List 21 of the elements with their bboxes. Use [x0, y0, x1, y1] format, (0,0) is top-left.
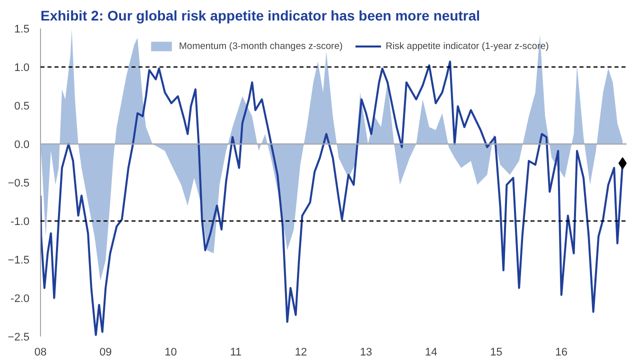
y-tick-label: 1.5 [14, 24, 30, 36]
y-tick-label: 0.5 [14, 100, 30, 112]
chart-title: Exhibit 2: Our global risk appetite indicator has been more neutral [40, 8, 480, 24]
y-tick-label: -1.0 [10, 216, 30, 228]
legend-label: Risk appetite indicator (1-year z-score) [386, 40, 549, 52]
x-tick-label: 08 [34, 346, 47, 358]
y-tick-label: 0.0 [14, 139, 30, 151]
x-tick-label: 16 [555, 346, 568, 358]
x-tick-label: 09 [99, 346, 112, 358]
x-tick-label: 12 [294, 346, 308, 358]
x-tick-label: 10 [164, 346, 177, 358]
y-tick-label: −0.5 [8, 178, 30, 190]
x-tick-label: 15 [490, 346, 502, 358]
y-tick-label: -2.0 [10, 293, 30, 305]
x-tick-label: 14 [425, 346, 438, 358]
x-tick-label: 11 [230, 346, 242, 358]
y-tick-label: −2.5 [8, 332, 30, 344]
y-tick-label: −1.5 [8, 254, 30, 266]
x-tick-label: 13 [360, 346, 372, 358]
legend-label: Momentum (3-month changes z-score) [179, 40, 343, 52]
y-tick-label: 1.0 [14, 62, 30, 74]
